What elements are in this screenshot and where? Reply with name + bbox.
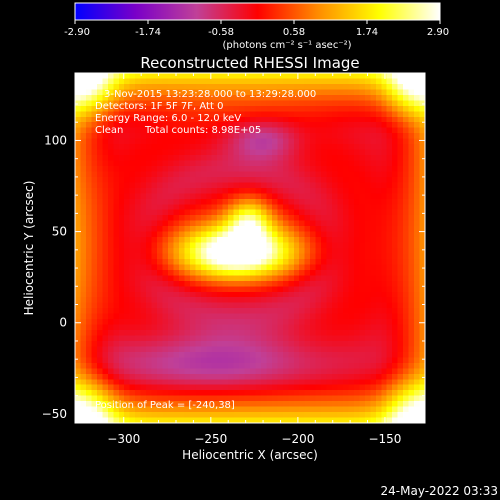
y-axis-label: Heliocentric Y (arcsec) [22,181,36,316]
colorbar-units: (photons cm⁻² s⁻¹ asec⁻²) [222,40,351,51]
x-axis-ticks: −300 −250 −200 −150 [88,73,421,446]
heatmap-image [75,73,425,423]
footer-timestamp: 24-May-2022 03:33 [381,484,498,498]
annotation-block: 3-Nov-2015 13:23:28.000 to 13:29:28.000 … [95,89,316,136]
colorbar-tick-label: -1.74 [135,27,161,38]
colorbar-tick-label: 0.58 [283,27,305,38]
x-axis-label: Heliocentric X (arcsec) [182,448,318,462]
x-tick-label: −150 [368,432,401,446]
colorbar-tick-label: 1.74 [356,27,378,38]
y-tick-label: 0 [59,316,67,330]
colorbar-ticks: -2.90 -1.74 -0.58 0.58 1.74 2.90 [64,20,449,38]
y-tick-label: 50 [52,225,67,239]
colorbar-tick-label: 2.90 [427,27,449,38]
chart-title: Reconstructed RHESSI Image [140,54,359,72]
x-tick-label: −250 [194,432,227,446]
x-tick-label: −200 [281,432,314,446]
plot-frame [74,72,426,424]
annotation-clean: Clean [95,125,123,136]
y-axis-ticks: −50 0 50 100 [42,85,425,421]
annotation-detectors: Detectors: 1F 5F 7F, Att 0 [95,101,223,112]
y-tick-label: 100 [44,133,67,147]
annotation-energy-range: Energy Range: 6.0 - 12.0 keV [95,113,241,124]
peak-position-label: Position of Peak = [-240,38] [95,400,235,411]
colorbar-tick-label: -2.90 [64,27,90,38]
colorbar-gradient [74,2,441,21]
x-tick-label: −300 [107,432,140,446]
y-tick-label: −50 [42,407,67,421]
colorbar: -2.90 -1.74 -0.58 0.58 1.74 2.90 (photons cm⁻… [64,2,449,51]
heatmap-pixels [75,73,425,423]
annotation-time-range: 3-Nov-2015 13:23:28.000 to 13:29:28.000 [104,89,316,100]
annotation-total-counts: Total counts: 8.98E+05 [144,125,261,136]
colorbar-tick-label: -0.58 [208,27,234,38]
